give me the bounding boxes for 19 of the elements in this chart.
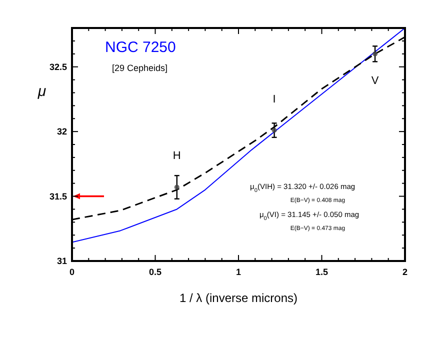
point [372,51,378,56]
annotation: V [371,74,380,87]
x-tick-label: 0 [69,267,75,277]
annotation: I [272,93,276,106]
x-tick-label: 0.5 [148,267,162,277]
x-tick-label: 2 [402,267,408,277]
x-axis-title: 1 / λ (inverse microns) [179,291,298,305]
x-tick-label: 1.5 [315,267,328,277]
point [174,184,180,190]
y-tick-label: 31 [56,256,67,266]
y-tick-label: 31.5 [49,191,67,202]
point [272,128,277,133]
y-tick-label: 32 [56,126,67,137]
x-tick-label: 1 [236,267,242,277]
y-tick-label: 32.5 [49,62,67,72]
text: NGC 7250 [105,39,176,56]
annotation: H [172,150,181,162]
text: [29 Cepheids] [112,63,168,73]
y-axis-title: μ [36,83,46,100]
